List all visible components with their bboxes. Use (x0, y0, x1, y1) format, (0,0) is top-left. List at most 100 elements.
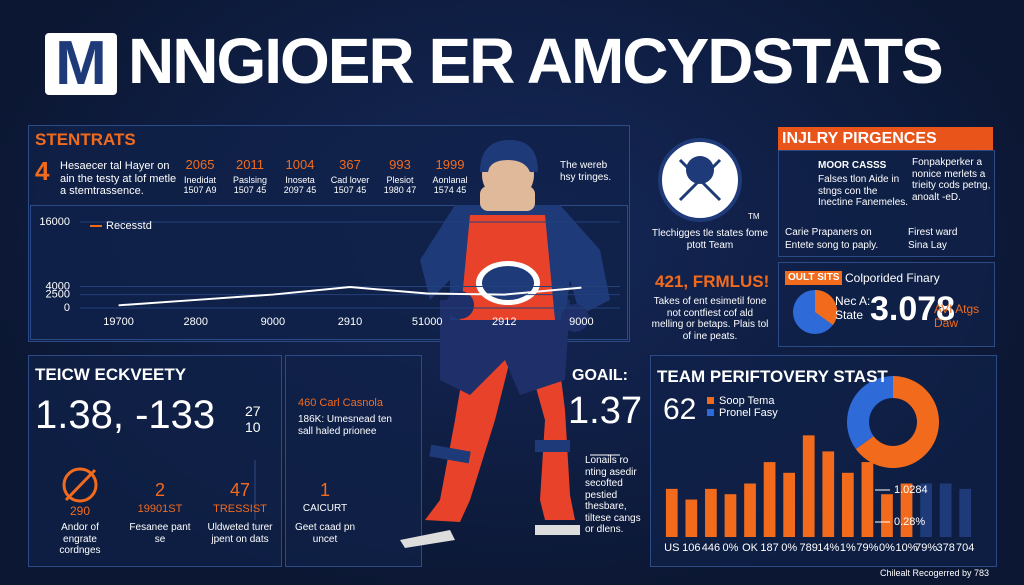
stat-value: 1999 (435, 157, 465, 172)
team-caption: Tlechigges tle states fome ptott Team (651, 228, 769, 251)
section-heading: TEICW ECKVEETY (35, 365, 187, 384)
donut-slice (855, 376, 940, 468)
summary-note: AVI Atgs Daw (934, 302, 980, 330)
note-value: 1 (319, 480, 330, 500)
x-tick-label: 2912 (492, 316, 516, 328)
team-highlight: 421, FRMLUS! (655, 272, 770, 291)
bar (705, 488, 717, 537)
stat-label: Plesiot 1980 47 (383, 175, 417, 196)
stat-value: 1004 (285, 157, 315, 172)
x-tick-label: 0% (879, 542, 895, 554)
injury-item: Entete song to paply. (785, 240, 879, 251)
bar (900, 483, 913, 537)
y-tick-label: 2500 (46, 288, 70, 300)
x-tick-label: 10% (896, 542, 918, 554)
y-tick-label: 0 (64, 302, 70, 314)
x-tick-label: 79% (856, 542, 878, 554)
player-caption: The wereb hsy tringes. (560, 160, 612, 183)
stats-number: 4 (35, 156, 50, 186)
annotation: 0.28% (894, 516, 925, 528)
x-tick-label: US (664, 542, 679, 554)
x-tick-label: 0% (723, 542, 739, 554)
stat-label: Cad lover 1507 45 (330, 175, 370, 196)
bar (822, 451, 835, 537)
item-value: 2 (154, 480, 165, 500)
stat-label: Inedidat 1507 A9 (183, 175, 217, 196)
injury-note: Fonpakperker a nonice merlets a trieity … (912, 157, 991, 203)
item-label: Andor of engrate cordnges (59, 522, 101, 556)
x-tick-label: 79% (915, 542, 937, 554)
trademark: TM (748, 212, 760, 221)
x-tick-label: 2800 (183, 316, 207, 328)
x-tick-label: 106 (682, 542, 700, 554)
x-tick-label: 1% (840, 542, 856, 554)
item-value: 290 (69, 504, 91, 518)
item-label: Fesanee pant se (129, 522, 191, 545)
injury-subheading: MOOR CASSS (818, 160, 887, 171)
title: NNGIOER ER AMCYDSTATS (128, 25, 944, 97)
injury-text: Falses tlon Aide in stngs con the Inecti… (818, 174, 909, 208)
x-tick-label: 446 (702, 542, 720, 554)
x-tick-label: 19700 (103, 316, 134, 328)
team-logo-sticks (678, 158, 722, 202)
injury-item: Firest ward (908, 227, 958, 238)
x-tick-label: OK (742, 542, 759, 554)
bar (665, 488, 678, 537)
injury-item: Sina Lay (908, 240, 947, 251)
item-sub: 19901ST (137, 503, 183, 515)
logo: M (55, 29, 107, 98)
logo-box (45, 33, 117, 95)
section-heading: TEAM PERIFTOVERY STAST (657, 367, 888, 386)
summary-tag: OULT SITS (785, 271, 843, 285)
injury-heading-bar (778, 127, 993, 150)
bar (783, 472, 796, 537)
team-value: 62 (663, 393, 697, 426)
bar (881, 494, 893, 537)
stat-label: Inoseta 2097 45 (283, 175, 317, 196)
efficiency-side: 27 10 (245, 403, 261, 436)
stat-value: 2065 (185, 157, 215, 172)
y-tick-label: 4000 (46, 280, 70, 292)
efficiency-value: 1.38, -133 (35, 393, 216, 437)
item-sub: TRESSIST (213, 503, 267, 515)
section-heading: STENTRATS (35, 130, 136, 149)
summary-icon-slice (815, 289, 838, 325)
legend-swatch (707, 397, 714, 404)
summary-title: Colporided Finary (845, 271, 940, 285)
stat-value: 993 (389, 157, 411, 172)
note-sub: CAICURT (302, 503, 348, 514)
x-tick-label: 0% (781, 542, 797, 554)
x-tick-label: 704 (956, 542, 974, 554)
x-tick-label: 789 (800, 542, 818, 554)
x-tick-label: 2910 (338, 316, 362, 328)
x-tick-label: 378 (936, 542, 954, 554)
legend-label: Soop Tema (719, 395, 775, 407)
legend-label: Recesstd (106, 220, 152, 232)
line (118, 286, 582, 307)
icon (64, 468, 97, 502)
x-tick-label: 9000 (261, 316, 285, 328)
footer: Chilealt Recogerred by 783 (880, 568, 990, 578)
note: 186K: Umesnead ten sall haled prionee (298, 414, 392, 437)
x-tick-label: 14% (817, 542, 839, 554)
section-heading: INJLRY PIRGENCES (782, 130, 937, 147)
stat-label: Paslsing 1507 45 (232, 175, 268, 196)
efficiency-panel (28, 355, 282, 567)
legend-swatch (707, 409, 714, 416)
legend-label: Pronel Fasy (719, 407, 778, 419)
bar (685, 499, 698, 537)
stat-value: 367 (339, 157, 361, 172)
goal-label: GOAIL: (572, 367, 628, 384)
bar (841, 472, 854, 537)
bar (920, 483, 932, 537)
annotation: 1.0284 (894, 484, 928, 496)
injury-panel (778, 150, 995, 257)
donut-slice (847, 376, 893, 450)
item-value: 47 (229, 480, 251, 500)
note-text: Geet caad pn uncet (294, 522, 356, 545)
bar (959, 488, 972, 537)
y-tick-label: 16000 (39, 216, 70, 228)
bar (861, 462, 874, 537)
injury-item: Carie Prapaners on (785, 227, 872, 238)
